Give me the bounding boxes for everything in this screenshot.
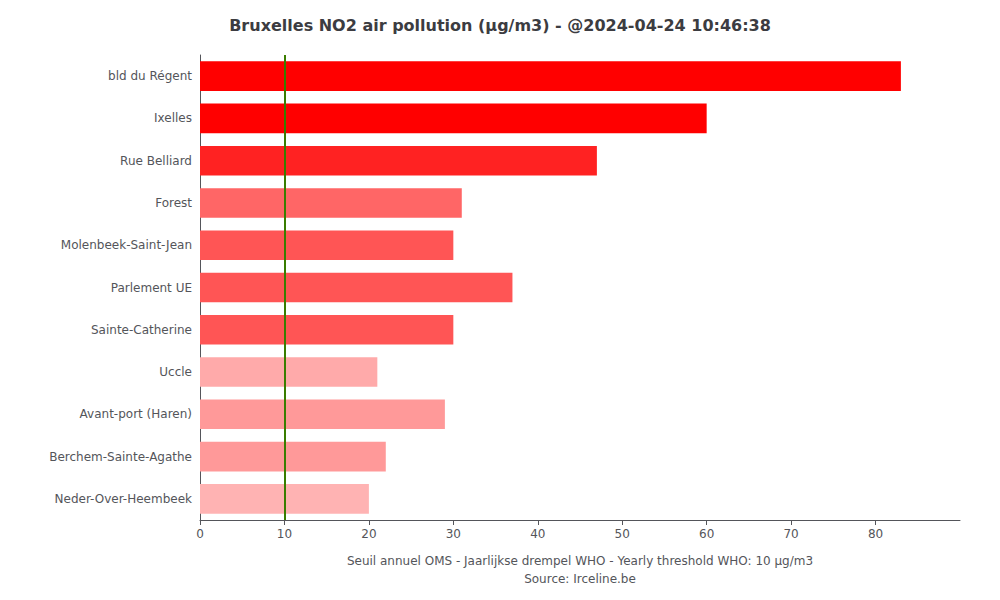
svg-text:70: 70 (783, 527, 798, 541)
svg-text:0: 0 (196, 527, 204, 541)
svg-text:80: 80 (868, 527, 883, 541)
svg-text:Seuil annuel OMS - Jaarlijkse: Seuil annuel OMS - Jaarlijkse drempel WH… (347, 554, 813, 568)
svg-text:Source: Irceline.be: Source: Irceline.be (524, 572, 636, 586)
svg-text:Sainte-Catherine: Sainte-Catherine (91, 323, 192, 337)
svg-text:Avant-port (Haren): Avant-port (Haren) (80, 407, 192, 421)
svg-text:40: 40 (530, 527, 545, 541)
svg-text:Bruxelles NO2 air pollution (μ: Bruxelles NO2 air pollution (μg/m3) - @2… (229, 16, 771, 35)
svg-text:Parlement UE: Parlement UE (111, 281, 192, 295)
svg-text:Forest: Forest (155, 196, 192, 210)
svg-text:Uccle: Uccle (159, 365, 192, 379)
svg-text:Ixelles: Ixelles (154, 111, 192, 125)
svg-text:Neder-Over-Heembeek: Neder-Over-Heembeek (55, 492, 192, 506)
svg-text:20: 20 (361, 527, 376, 541)
svg-text:Berchem-Sainte-Agathe: Berchem-Sainte-Agathe (49, 450, 192, 464)
svg-text:Molenbeek-Saint-Jean: Molenbeek-Saint-Jean (61, 238, 192, 252)
svg-text:10: 10 (277, 527, 292, 541)
svg-text:50: 50 (615, 527, 630, 541)
svg-text:30: 30 (446, 527, 461, 541)
svg-text:bld du Régent: bld du Régent (108, 69, 192, 83)
svg-text:60: 60 (699, 527, 714, 541)
svg-text:Rue Belliard: Rue Belliard (120, 154, 192, 168)
